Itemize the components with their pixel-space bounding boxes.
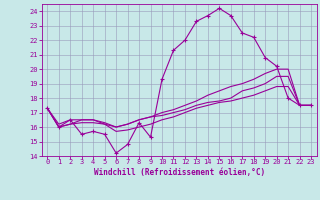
X-axis label: Windchill (Refroidissement éolien,°C): Windchill (Refroidissement éolien,°C) (94, 168, 265, 177)
